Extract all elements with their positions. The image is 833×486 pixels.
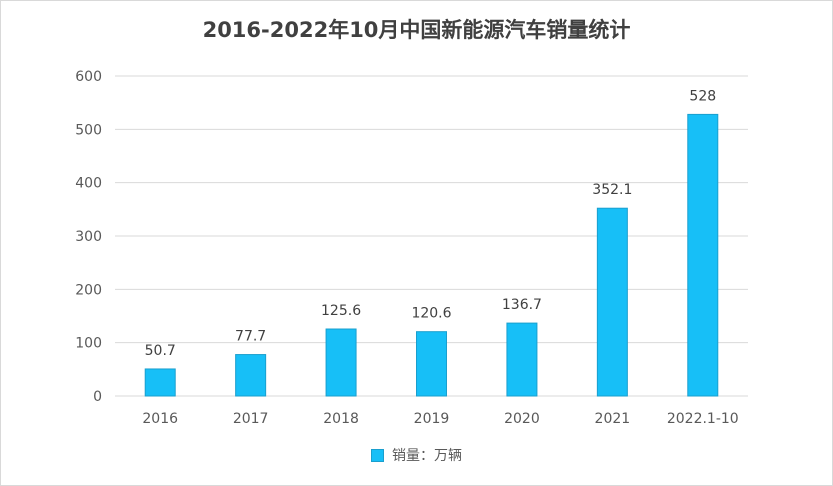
x-tick-label: 2018 bbox=[323, 411, 359, 427]
legend-swatch bbox=[371, 448, 384, 462]
bar bbox=[687, 113, 719, 397]
y-tick-label: 0 bbox=[93, 389, 102, 405]
y-tick-label: 200 bbox=[75, 282, 102, 298]
y-axis-ticks: 0 100 200 300 400 500 600 bbox=[75, 69, 102, 405]
data-label: 528 bbox=[689, 88, 716, 104]
data-label: 120.6 bbox=[411, 306, 451, 322]
bar bbox=[235, 354, 267, 397]
bar bbox=[144, 368, 176, 397]
y-tick-label: 500 bbox=[75, 122, 102, 138]
bars bbox=[144, 113, 719, 397]
bar bbox=[506, 322, 538, 397]
x-tick-label: 2020 bbox=[504, 411, 540, 427]
data-label: 77.7 bbox=[235, 329, 266, 345]
chart-title: 2016-2022年10月中国新能源汽车销量统计 bbox=[202, 18, 631, 42]
x-axis-ticks: 2016 2017 2018 2019 2020 2021 2022.1-10 bbox=[142, 411, 738, 427]
data-labels: 50.7 77.7 125.6 120.6 136.7 352.1 528 bbox=[145, 88, 717, 359]
y-tick-label: 600 bbox=[75, 69, 102, 85]
bar bbox=[596, 207, 628, 397]
y-tick-label: 100 bbox=[75, 336, 102, 352]
y-tick-label: 400 bbox=[75, 176, 102, 192]
x-tick-label: 2016 bbox=[142, 411, 178, 427]
gridlines bbox=[115, 75, 748, 397]
x-tick-label: 2017 bbox=[233, 411, 269, 427]
bar bbox=[325, 328, 357, 397]
x-tick-label: 2022.1-10 bbox=[667, 411, 739, 427]
x-tick-label: 2021 bbox=[595, 411, 631, 427]
y-tick-label: 300 bbox=[75, 229, 102, 245]
data-label: 136.7 bbox=[502, 297, 542, 313]
data-label: 50.7 bbox=[145, 343, 176, 359]
bar bbox=[416, 331, 447, 397]
legend: 销量：万辆 bbox=[0, 445, 833, 465]
x-tick-label: 2019 bbox=[414, 411, 450, 427]
data-label: 352.1 bbox=[592, 182, 632, 198]
data-label: 125.6 bbox=[321, 303, 361, 319]
legend-label: 销量：万辆 bbox=[392, 448, 462, 464]
